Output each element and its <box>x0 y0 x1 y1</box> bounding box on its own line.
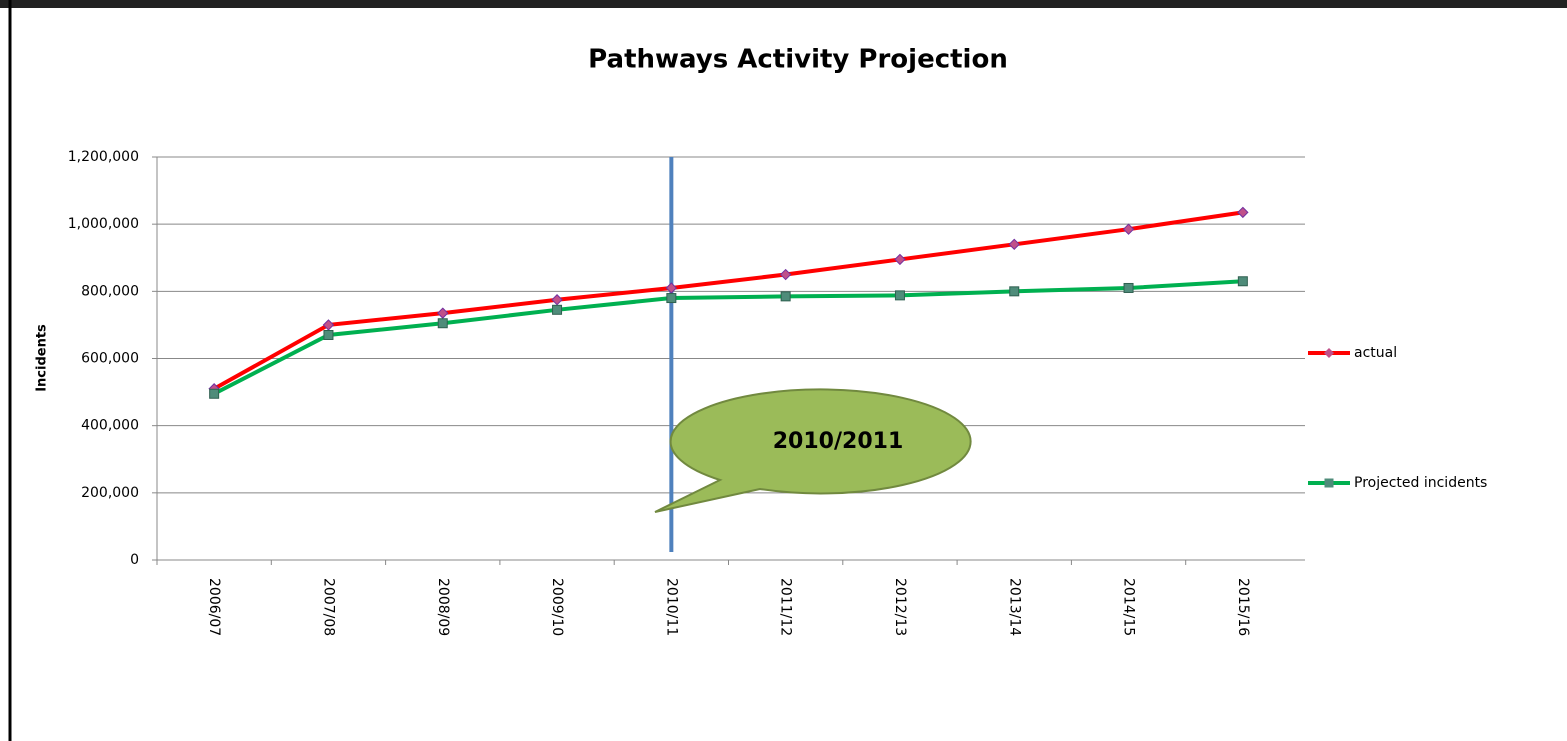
y-tick-label: 800,000 <box>81 283 139 299</box>
y-tick-label: 0 <box>130 552 139 568</box>
legend-label: actual <box>1354 345 1397 361</box>
series-line <box>213 279 1243 396</box>
x-tick-label: 2006/07 <box>206 578 222 636</box>
point-marker <box>437 318 448 329</box>
x-tick-label: 2011/12 <box>778 578 794 636</box>
point-marker <box>665 282 678 294</box>
legend-marker <box>1324 478 1334 488</box>
y-axis-label: Incidents <box>35 324 50 392</box>
point-marker <box>1122 223 1135 235</box>
legend-marker <box>1324 348 1334 358</box>
y-tick-label: 600,000 <box>81 351 139 367</box>
x-tick-label: 2010/11 <box>663 578 679 636</box>
point-marker <box>1237 206 1249 219</box>
point-marker <box>894 253 906 266</box>
x-tick-label: 2013/14 <box>1006 578 1022 636</box>
point-marker <box>209 388 220 399</box>
point-marker <box>323 329 334 340</box>
y-tick-label: 1,200,000 <box>68 149 139 165</box>
x-tick-label: 2012/13 <box>892 578 908 636</box>
callout <box>654 388 972 513</box>
x-tick-label: 2009/10 <box>549 578 565 636</box>
sheet-row <box>0 0 1567 8</box>
point-marker <box>1123 282 1134 293</box>
point-marker <box>551 294 563 306</box>
point-marker <box>894 290 905 301</box>
x-tick-label: 2008/09 <box>435 578 451 636</box>
y-tick-label: 200,000 <box>81 485 139 501</box>
y-tick-label: 1,000,000 <box>68 216 139 232</box>
point-marker <box>780 291 791 302</box>
y-tick-label: 400,000 <box>81 418 139 434</box>
x-tick-label: 2015/16 <box>1235 578 1251 636</box>
x-tick-label: 2014/15 <box>1121 578 1137 636</box>
series-line <box>213 210 1244 391</box>
legend-label: Projected incidents <box>1354 475 1487 491</box>
point-marker <box>437 307 449 319</box>
x-tick-label: 2007/08 <box>320 578 336 636</box>
point-marker <box>552 304 563 315</box>
chart-title: Pathways Activity Projection <box>588 45 1008 75</box>
point-marker <box>1008 238 1020 251</box>
callout-text: 2010/2011 <box>773 429 904 454</box>
point-marker <box>1009 286 1020 297</box>
point-marker <box>322 319 335 331</box>
point-marker <box>779 268 792 281</box>
point-marker <box>666 293 677 304</box>
point-marker <box>1237 276 1248 287</box>
